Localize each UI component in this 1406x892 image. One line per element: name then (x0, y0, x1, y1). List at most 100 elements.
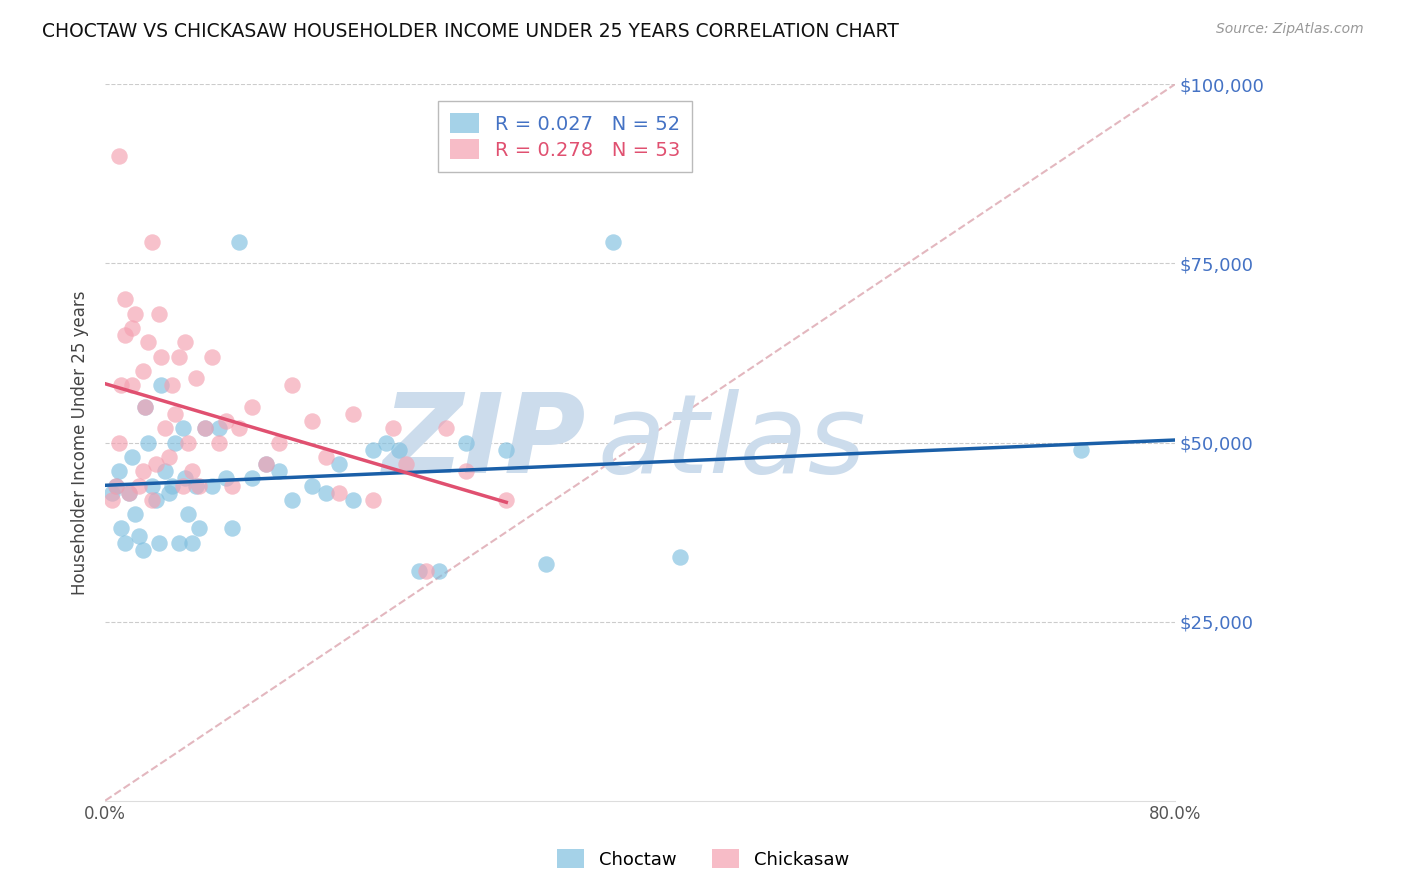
Point (160, 478, 183, 492)
Point (141, 478, 163, 492)
Point (150, 378, 173, 392)
Point (150, 350, 173, 364)
Point (163, 435, 186, 450)
Point (228, 235, 250, 249)
Text: Source: ZipAtlas.com: Source: ZipAtlas.com (1216, 22, 1364, 37)
Point (181, 464, 204, 478)
Point (136, 435, 159, 450)
Point (456, 435, 478, 450)
Point (174, 335, 197, 350)
Point (267, 435, 290, 450)
Point (208, 421, 231, 435)
Y-axis label: Householder Income Under 25 years: Householder Income Under 25 years (72, 290, 89, 595)
Point (114, 536, 136, 550)
Point (114, 328, 136, 343)
Point (172, 478, 194, 492)
Point (101, 485, 124, 500)
Point (254, 457, 277, 471)
Point (141, 235, 163, 249)
Point (128, 528, 150, 542)
Point (201, 350, 224, 364)
Point (301, 414, 323, 428)
Point (131, 464, 153, 478)
Point (128, 478, 150, 492)
Point (214, 471, 236, 485)
Point (131, 364, 153, 378)
Point (328, 485, 350, 500)
Point (148, 307, 170, 321)
Point (155, 421, 177, 435)
Point (267, 464, 290, 478)
Text: atlas: atlas (598, 389, 866, 496)
Point (221, 521, 243, 535)
Point (228, 421, 250, 435)
Text: ZIP: ZIP (382, 389, 586, 496)
Point (187, 521, 209, 535)
Point (1070, 442, 1092, 457)
Point (104, 478, 127, 492)
Legend: Choctaw, Chickasaw: Choctaw, Chickasaw (550, 842, 856, 876)
Point (408, 565, 430, 579)
Point (221, 478, 243, 492)
Point (101, 492, 124, 507)
Point (148, 536, 170, 550)
Point (104, 478, 127, 492)
Point (107, 435, 129, 450)
Point (114, 293, 136, 307)
Point (328, 457, 350, 471)
Point (201, 478, 224, 492)
Point (124, 507, 146, 521)
Point (669, 550, 692, 565)
Point (536, 558, 558, 572)
Point (456, 464, 478, 478)
Point (375, 435, 398, 450)
Point (118, 485, 141, 500)
Point (315, 450, 337, 464)
Point (434, 421, 457, 435)
Point (361, 492, 384, 507)
Point (107, 149, 129, 163)
Point (495, 442, 517, 457)
Point (602, 235, 624, 249)
Point (141, 492, 163, 507)
Point (124, 307, 146, 321)
Point (131, 543, 153, 558)
Point (395, 457, 418, 471)
Point (381, 421, 404, 435)
Point (254, 457, 277, 471)
Point (181, 536, 204, 550)
Point (240, 400, 263, 414)
Legend: R = 0.027   N = 52, R = 0.278   N = 53: R = 0.027 N = 52, R = 0.278 N = 53 (439, 102, 692, 171)
Point (281, 378, 304, 392)
Point (134, 400, 156, 414)
Point (121, 450, 143, 464)
Point (184, 371, 207, 385)
Text: CHOCTAW VS CHICKASAW HOUSEHOLDER INCOME UNDER 25 YEARS CORRELATION CHART: CHOCTAW VS CHICKASAW HOUSEHOLDER INCOME … (42, 22, 898, 41)
Point (145, 457, 167, 471)
Point (194, 421, 217, 435)
Point (388, 442, 411, 457)
Point (160, 378, 183, 392)
Point (184, 478, 207, 492)
Point (177, 435, 200, 450)
Point (145, 492, 167, 507)
Point (134, 400, 156, 414)
Point (121, 378, 143, 392)
Point (208, 435, 231, 450)
Point (214, 414, 236, 428)
Point (194, 421, 217, 435)
Point (157, 485, 180, 500)
Point (157, 450, 180, 464)
Point (281, 492, 304, 507)
Point (301, 478, 323, 492)
Point (121, 321, 143, 335)
Point (174, 471, 197, 485)
Point (177, 507, 200, 521)
Point (240, 471, 263, 485)
Point (118, 485, 141, 500)
Point (342, 407, 364, 421)
Point (155, 464, 177, 478)
Point (167, 536, 190, 550)
Point (107, 464, 129, 478)
Point (315, 485, 337, 500)
